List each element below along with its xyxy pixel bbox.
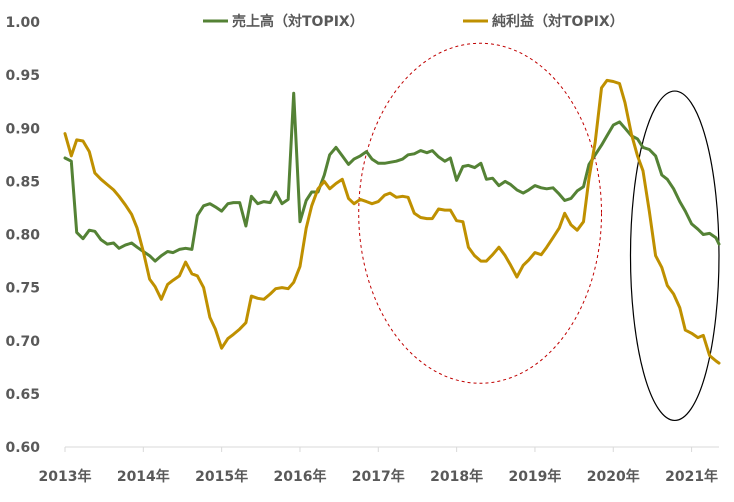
- y-tick-label: 0.90: [5, 121, 40, 137]
- x-tick-label: 2021年: [665, 468, 718, 485]
- x-tick-label: 2013年: [39, 468, 92, 485]
- y-tick-label: 0.75: [5, 281, 40, 297]
- legend-label-net-income: 純利益（対TOPIX）: [492, 13, 624, 30]
- x-tick-label: 2019年: [508, 468, 561, 485]
- annotation-ellipses: [358, 42, 720, 422]
- x-tick-label: 2017年: [352, 468, 405, 485]
- legend-label-sales: 売上高（対TOPIX）: [232, 13, 364, 30]
- legend-item-sales: 売上高（対TOPIX）: [203, 13, 364, 30]
- x-tick-label: 2014年: [117, 468, 170, 485]
- y-tick-label: 0.65: [5, 387, 40, 403]
- x-tick-label: 2020年: [587, 468, 640, 485]
- y-tick-label: 0.70: [5, 334, 40, 350]
- x-tick-label: 2018年: [430, 468, 483, 485]
- y-axis-ticks: 0.60 0.65 0.70 0.75 0.80 0.85 0.90 0.95 1.00: [5, 15, 40, 456]
- y-tick-label: 0.60: [5, 440, 40, 456]
- series-lines: [63, 78, 721, 365]
- dashed-highlight-ellipse: [358, 42, 603, 384]
- y-tick-label: 0.85: [5, 174, 40, 190]
- x-axis-ticks: 2013年 2014年 2015年 2016年 2017年 2018年 2019年 2020年…: [39, 447, 718, 485]
- legend: 売上高（対TOPIX） 純利益（対TOPIX）: [203, 13, 624, 30]
- legend-item-net-income: 純利益（対TOPIX）: [463, 13, 624, 30]
- net-income-line: [63, 78, 721, 365]
- solid-highlight-ellipse: [629, 90, 720, 422]
- x-tick-label: 2015年: [195, 468, 248, 485]
- y-tick-label: 0.80: [5, 228, 40, 244]
- y-tick-label: 1.00: [5, 15, 40, 31]
- x-tick-label: 2016年: [273, 468, 326, 485]
- sales-line: [63, 91, 721, 263]
- y-tick-label: 0.95: [5, 68, 40, 84]
